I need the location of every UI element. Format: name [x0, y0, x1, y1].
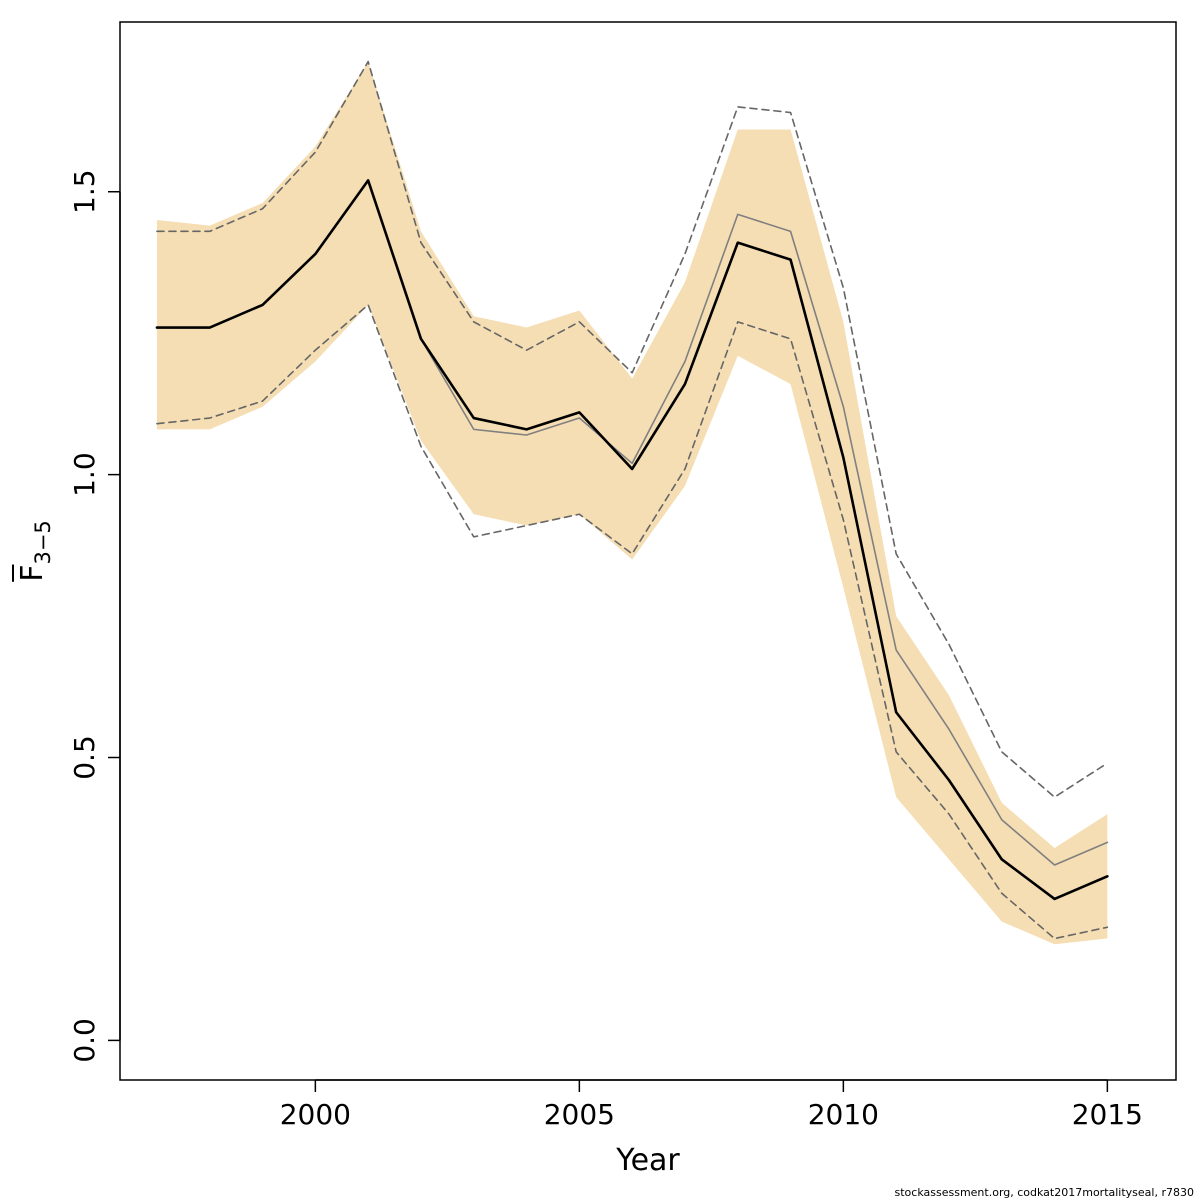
y-axis-label-subscript: 3−5: [31, 520, 55, 564]
confidence-bands: [156, 61, 1108, 945]
series-lines: [155, 60, 1109, 940]
y-axis-label: F3−5: [12, 520, 55, 582]
x-tick-label: 2015: [1072, 1098, 1143, 1131]
y-axis-label-base: F: [15, 565, 50, 582]
x-tick-label: 2005: [544, 1098, 615, 1131]
y-tick-label: 1.0: [68, 452, 101, 497]
confidence-band: [156, 61, 1108, 945]
footer-text: stockassessment.org, codkat2017mortality…: [895, 1186, 1194, 1199]
series-line-dashed-2: [156, 304, 1109, 940]
y-tick-label: 0.0: [68, 1018, 101, 1063]
x-tick-label: 2010: [808, 1098, 879, 1131]
x-axis-label: Year: [615, 1143, 680, 1178]
svg-text:F3−5: F3−5: [15, 520, 55, 582]
y-tick-label: 1.5: [68, 169, 101, 214]
x-axis: 2000 2005 2010 2015: [280, 1079, 1143, 1131]
y-axis: 0.0 0.5 1.0 1.5: [68, 169, 121, 1063]
series-line-thick: [155, 179, 1109, 901]
y-tick-label: 0.5: [68, 735, 101, 780]
x-tick-label: 2000: [280, 1098, 351, 1131]
series-line-dashed-1: [156, 60, 1109, 798]
